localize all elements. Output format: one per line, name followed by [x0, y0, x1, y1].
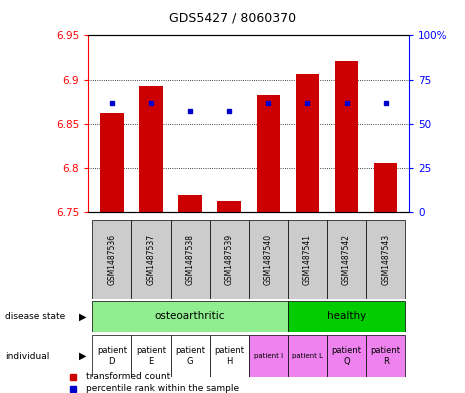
Bar — [171, 220, 210, 299]
Bar — [249, 335, 288, 377]
Text: disease state: disease state — [5, 312, 65, 321]
Bar — [92, 220, 132, 299]
Bar — [374, 163, 398, 212]
Bar — [132, 220, 171, 299]
Text: healthy: healthy — [327, 311, 366, 321]
Text: patient
R: patient R — [371, 346, 401, 366]
Text: GSM1487540: GSM1487540 — [264, 234, 273, 285]
Text: percentile rank within the sample: percentile rank within the sample — [86, 384, 239, 393]
Bar — [171, 335, 210, 377]
Bar — [92, 301, 288, 332]
Bar — [210, 335, 249, 377]
Text: individual: individual — [5, 352, 49, 360]
Text: GSM1487537: GSM1487537 — [146, 234, 155, 285]
Bar — [179, 195, 202, 212]
Text: GSM1487538: GSM1487538 — [186, 234, 194, 285]
Bar — [327, 335, 366, 377]
Bar — [100, 113, 124, 212]
Bar — [327, 220, 366, 299]
Text: patient
D: patient D — [97, 346, 127, 366]
Bar — [257, 95, 280, 212]
Bar — [288, 220, 327, 299]
Bar — [288, 335, 327, 377]
Text: GDS5427 / 8060370: GDS5427 / 8060370 — [169, 12, 296, 25]
Bar — [132, 335, 171, 377]
Bar — [218, 201, 241, 212]
Text: osteoarthritic: osteoarthritic — [155, 311, 226, 321]
Bar — [210, 220, 249, 299]
Text: patient I: patient I — [254, 353, 283, 359]
Text: patient
H: patient H — [214, 346, 244, 366]
Text: patient
G: patient G — [175, 346, 205, 366]
Text: GSM1487541: GSM1487541 — [303, 234, 312, 285]
Bar — [366, 335, 405, 377]
Text: GSM1487542: GSM1487542 — [342, 234, 351, 285]
Bar — [249, 220, 288, 299]
Text: transformed count: transformed count — [86, 372, 170, 381]
Bar — [288, 301, 405, 332]
Text: GSM1487536: GSM1487536 — [107, 234, 116, 285]
Text: ▶: ▶ — [79, 351, 86, 361]
Text: ▶: ▶ — [79, 311, 86, 321]
Bar — [139, 86, 163, 212]
Bar — [366, 220, 405, 299]
Text: patient
Q: patient Q — [332, 346, 362, 366]
Text: GSM1487543: GSM1487543 — [381, 234, 390, 285]
Text: patient L: patient L — [292, 353, 323, 359]
Bar — [296, 74, 319, 212]
Bar — [92, 335, 132, 377]
Text: patient
E: patient E — [136, 346, 166, 366]
Text: GSM1487539: GSM1487539 — [225, 234, 234, 285]
Bar — [335, 61, 359, 212]
